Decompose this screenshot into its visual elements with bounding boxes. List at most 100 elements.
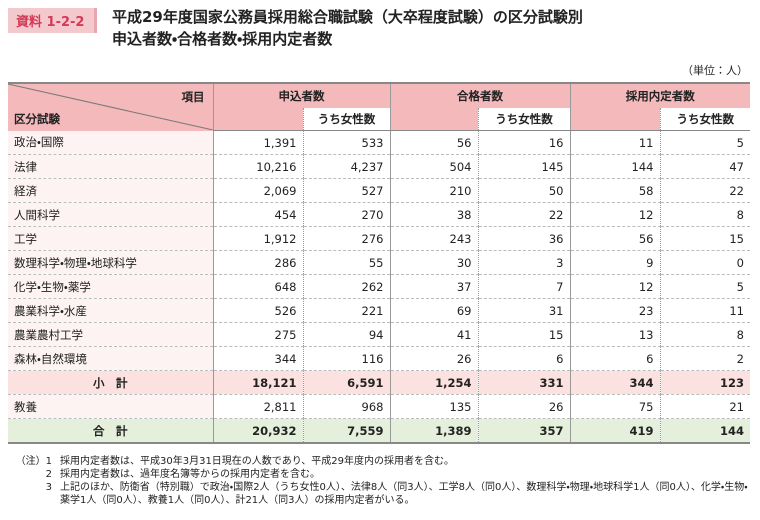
value-cell: 10,216 [212,154,303,179]
value-cell: 1,912 [212,226,303,251]
value-cell: 1,389 [389,418,478,444]
row-label: 経済 [8,178,213,203]
group-header: 採用内定者数 [569,82,750,108]
value-cell: 22 [477,202,570,227]
value-cell: 276 [302,226,390,251]
table-row: 政治・国際 1,391 533 56 16 11 5 [8,130,750,155]
row-label: 数理科学・物理・地球科学 [8,250,213,275]
note: （注）1 採用内定者数は、平成30年3月31日現在の人数であり、平成29年度内の採… [8,455,750,468]
title-line: 平成29年度国家公務員採用総合職試験（大卒程度試験）の区分試験別 [112,8,583,26]
value-cell: 50 [477,178,570,203]
value-cell: 4,237 [302,154,390,179]
value-cell: 22 [659,178,750,203]
value-cell: 75 [569,394,660,419]
value-cell: 11 [659,298,750,323]
value-cell: 8 [659,322,750,347]
value-cell: 968 [302,394,390,419]
table-row: 人間科学 454 270 38 22 12 8 [8,202,750,227]
value-cell: 221 [302,298,390,323]
value-cell: 526 [212,298,303,323]
value-cell: 5 [659,130,750,155]
diagonal [10,84,213,130]
value-cell: 262 [302,274,390,299]
row-label: 農業農村工学 [8,322,213,347]
row-label: 小 計 [8,370,213,395]
corner-top: 項目 [181,90,205,104]
sub-header: うち女性数 [659,108,750,131]
value-cell: 26 [389,346,478,371]
value-cell: 533 [302,130,390,155]
value-cell: 47 [659,154,750,179]
value-cell: 135 [389,394,478,419]
value-cell: 275 [212,322,303,347]
note-text: 採用内定者数は、平成30年3月31日現在の人数であり、平成29年度内の採用者を含… [60,456,455,467]
value-cell: 286 [212,250,303,275]
title: 平成29年度国家公務員採用総合職試験（大卒程度試験）の区分試験別 申込者数・合格… [112,6,583,50]
blank-header [389,108,478,131]
value-cell: 15 [659,226,750,251]
value-cell: 145 [477,154,570,179]
notes: （注）1 採用内定者数は、平成30年3月31日現在の人数であり、平成29年度内の採… [8,455,750,507]
value-cell: 11 [569,130,660,155]
header-row: 項目 区分試験 申込者数 合格者数 採用内定者数 [8,82,750,131]
value-cell: 144 [659,418,750,444]
value-cell: 116 [302,346,390,371]
value-cell: 527 [302,178,390,203]
corner-cell: 項目 区分試験 [8,82,213,131]
value-cell: 454 [212,202,303,227]
blank-header [212,108,303,131]
value-cell: 26 [477,394,570,419]
value-cell: 23 [569,298,660,323]
value-cell: 37 [389,274,478,299]
value-cell: 331 [477,370,570,395]
group-header: 申込者数 [212,82,390,108]
table-row: 数理科学・物理・地球科学 286 55 30 3 9 0 [8,250,750,275]
value-cell: 7 [477,274,570,299]
value-cell: 144 [569,154,660,179]
note-marker: 3 [45,482,52,493]
value-cell: 1,391 [212,130,303,155]
value-cell: 15 [477,322,570,347]
note-text: 採用内定者数は、過年度名簿等からの採用内定者を含む。 [60,469,320,480]
value-cell: 56 [569,226,660,251]
value-cell: 504 [389,154,478,179]
value-cell: 344 [212,346,303,371]
note: 3 上記のほか、防衛省（特別職）で政治・国際2人（うち女性0人）、法律8人（同3人… [8,481,750,507]
value-cell: 16 [477,130,570,155]
value-cell: 7,559 [302,418,390,444]
value-cell: 41 [389,322,478,347]
unit: （単位：人） [682,64,748,77]
value-cell: 419 [569,418,660,444]
table-row: 農業科学・水産 526 221 69 31 23 11 [8,298,750,323]
value-cell: 36 [477,226,570,251]
value-cell: 3 [477,250,570,275]
value-cell: 210 [389,178,478,203]
table-row: 森林・自然環境 344 116 26 6 6 2 [8,346,750,371]
value-cell: 6,591 [302,370,390,395]
value-cell: 270 [302,202,390,227]
row-label: 森林・自然環境 [8,346,213,371]
value-cell: 9 [569,250,660,275]
value-cell: 69 [389,298,478,323]
value-cell: 8 [659,202,750,227]
value-cell: 58 [569,178,660,203]
sub-header: うち女性数 [302,108,390,131]
row-label: 合 計 [8,418,213,444]
row-label: 人間科学 [8,202,213,227]
note-marker: 2 [45,469,52,480]
note-text: 上記のほか、防衛省（特別職）で政治・国際2人（うち女性0人）、法律8人（同3人）… [60,482,748,506]
value-cell: 357 [477,418,570,444]
table-row: 合 計 20,932 7,559 1,389 357 419 144 [8,418,750,444]
table-row: 工学 1,912 276 243 36 56 15 [8,226,750,251]
sub-header: うち女性数 [477,108,570,131]
value-cell: 1,254 [389,370,478,395]
note-marker: （注）1 [15,456,52,467]
badge: 資料 1-2-2 [8,8,98,33]
value-cell: 20,932 [212,418,303,444]
row-label: 工学 [8,226,213,251]
value-cell: 55 [302,250,390,275]
value-cell: 5 [659,274,750,299]
table-row: 法律 10,216 4,237 504 145 144 47 [8,154,750,179]
table-row: 農業農村工学 275 94 41 15 13 8 [8,322,750,347]
